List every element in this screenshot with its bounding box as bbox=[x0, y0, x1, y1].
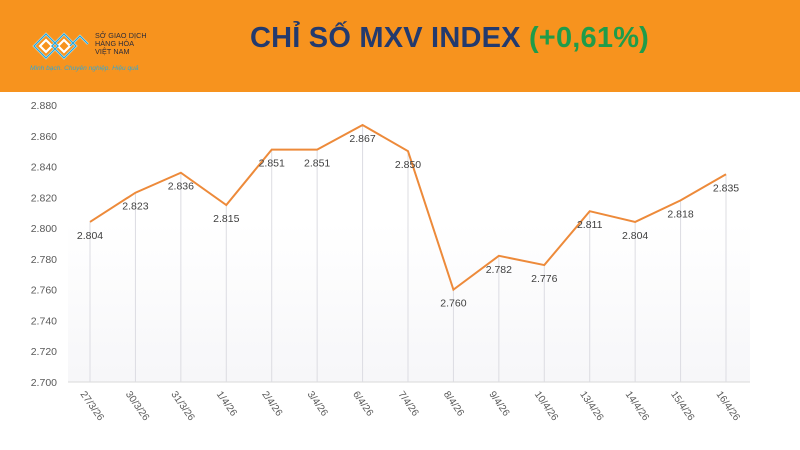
data-label: 2.776 bbox=[531, 273, 557, 285]
y-tick-label: 2.860 bbox=[31, 131, 57, 143]
y-tick-label: 2.740 bbox=[31, 315, 57, 327]
y-tick-label: 2.720 bbox=[31, 346, 57, 358]
logo-wordmark: SỞ GIAO DỊCH HÀNG HÓA VIỆT NAM bbox=[95, 31, 147, 57]
data-label: 2.782 bbox=[486, 264, 512, 276]
y-tick-label: 2.880 bbox=[31, 100, 57, 112]
mxv-logo: SỞ GIAO DỊCH HÀNG HÓA VIỆT NAM Minh bạch… bbox=[30, 30, 160, 78]
data-label: 2.851 bbox=[259, 158, 285, 170]
y-tick-label: 2.760 bbox=[31, 285, 57, 297]
x-tick-label: 10/4/26 bbox=[532, 389, 560, 423]
x-tick-label: 15/4/26 bbox=[668, 389, 696, 423]
x-tick-label: 14/4/26 bbox=[623, 389, 651, 423]
data-label: 2.804 bbox=[77, 230, 103, 242]
y-tick-label: 2.780 bbox=[31, 254, 57, 266]
data-label: 2.850 bbox=[395, 159, 421, 171]
x-tick-label: 3/4/26 bbox=[305, 389, 330, 418]
y-tick-label: 2.800 bbox=[31, 223, 57, 235]
y-tick-label: 2.700 bbox=[31, 377, 57, 389]
x-tick-label: 1/4/26 bbox=[214, 389, 239, 418]
y-tick-label: 2.820 bbox=[31, 192, 57, 204]
x-tick-label: 6/4/26 bbox=[350, 389, 375, 418]
line-chart: 2.700 2.720 2.740 2.760 2.780 2.800 2.820 2.840… bbox=[0, 92, 800, 450]
x-tick-label: 8/4/26 bbox=[441, 389, 466, 418]
x-tick-label: 2/4/26 bbox=[259, 389, 284, 418]
y-tick-label: 2.840 bbox=[31, 162, 57, 174]
x-tick-label: 7/4/26 bbox=[396, 389, 421, 418]
data-label: 2.867 bbox=[349, 133, 375, 145]
x-tick-label: 31/3/26 bbox=[168, 389, 196, 423]
data-label: 2.811 bbox=[577, 219, 603, 231]
data-label: 2.804 bbox=[622, 230, 648, 242]
data-label: 2.815 bbox=[213, 213, 239, 225]
chart-canvas: 2.700 2.720 2.740 2.760 2.780 2.800 2.820 2.840… bbox=[31, 100, 750, 423]
data-label: 2.823 bbox=[122, 201, 148, 213]
logo-line-3: VIỆT NAM bbox=[95, 47, 130, 57]
logo-line-1: SỞ GIAO DỊCH bbox=[95, 31, 147, 40]
header-banner: SỞ GIAO DỊCH HÀNG HÓA VIỆT NAM Minh bạch… bbox=[0, 0, 800, 92]
logo-slogan: Minh bạch. Chuyên nghiệp. Hiệu quả bbox=[30, 65, 139, 72]
x-tick-label: 27/3/26 bbox=[78, 389, 106, 423]
mxv-logo-icon bbox=[32, 32, 89, 60]
title-text: CHỈ SỐ MXV INDEX bbox=[250, 22, 521, 54]
logo-line-2: HÀNG HÓA bbox=[95, 39, 135, 49]
page-title: CHỈ SỐ MXV INDEX (+0,61%) bbox=[250, 22, 649, 55]
x-tick-label: 13/4/26 bbox=[577, 389, 605, 423]
x-tick-label: 9/4/26 bbox=[486, 389, 511, 418]
data-label: 2.760 bbox=[440, 298, 466, 310]
x-tick-label: 16/4/26 bbox=[714, 389, 742, 423]
data-label: 2.818 bbox=[667, 208, 693, 220]
data-label: 2.836 bbox=[168, 181, 194, 193]
x-tick-label: 30/3/26 bbox=[123, 389, 151, 423]
index-line bbox=[89, 123, 727, 292]
data-label: 2.835 bbox=[713, 182, 739, 194]
data-label: 2.851 bbox=[304, 158, 330, 170]
plot-area bbox=[68, 221, 750, 382]
change-percent: (+0,61%) bbox=[528, 22, 650, 54]
